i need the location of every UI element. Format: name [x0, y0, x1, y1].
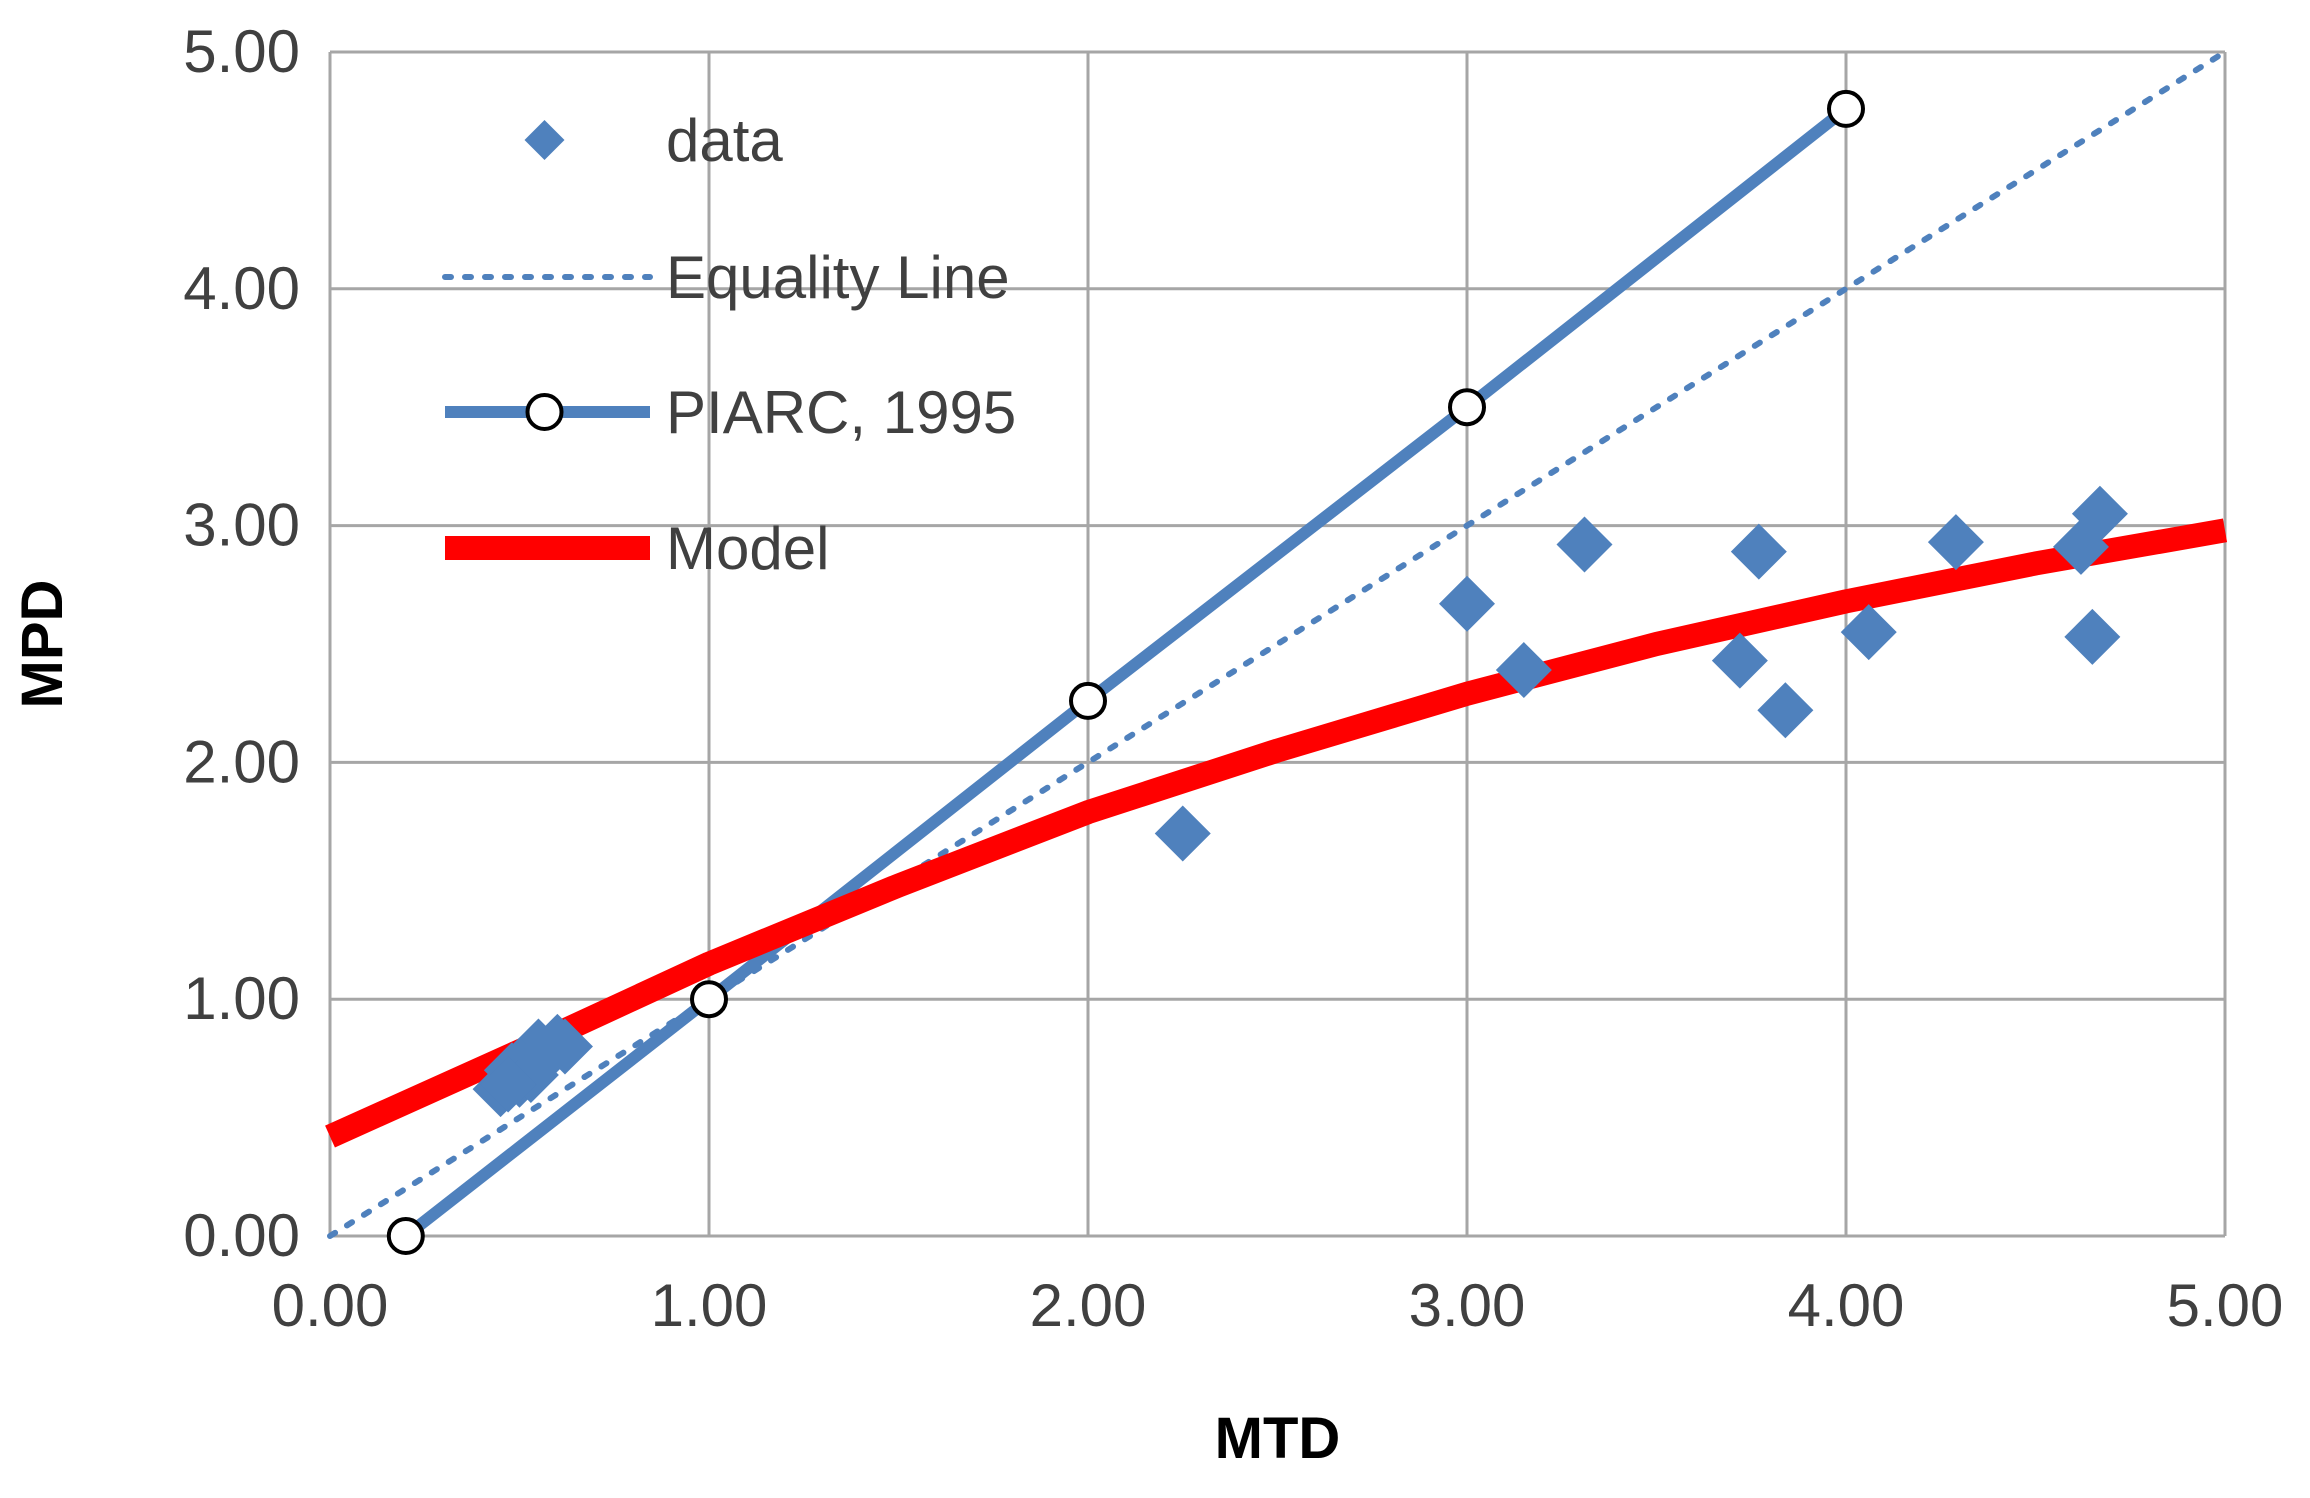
data-point [1556, 516, 1613, 573]
legend-model-label: Model [666, 515, 829, 582]
legend-data-label: data [666, 107, 783, 174]
y-tick-label: 2.00 [183, 728, 300, 795]
y-tick-label: 5.00 [183, 18, 300, 85]
legend-equality-line-label: Equality Line [666, 244, 1010, 311]
x-tick-label: 1.00 [651, 1272, 768, 1339]
x-axis-title: MTD [1215, 1406, 1341, 1471]
piarc-marker [1069, 681, 1107, 720]
data-point [536, 1018, 593, 1075]
y-axis-title: MPD [10, 580, 75, 709]
x-tick-label: 3.00 [1409, 1272, 1526, 1339]
data-point [1439, 575, 1495, 632]
y-tick-label: 4.00 [183, 255, 300, 322]
piarc-marker [386, 1217, 425, 1255]
x-tick-label: 4.00 [1788, 1272, 1905, 1339]
model-curve [325, 518, 2228, 1148]
legend-piarc-label: PIARC, 1995 [666, 379, 1016, 446]
data-point [1154, 805, 1211, 862]
piarc-1995-line [402, 104, 1850, 1241]
piarc-marker [1827, 89, 1865, 128]
y-tick-label: 0.00 [183, 1202, 300, 1269]
piarc-marker [690, 980, 728, 1019]
data-point [1840, 604, 1897, 661]
plot-area [325, 49, 2228, 1255]
legend-piarc-marker [525, 393, 564, 431]
axis-ticks: 0.00 1.00 2.00 3.00 4.00 5.00 0.00 1.00 2.00 3.00… [183, 18, 2283, 1339]
y-tick-label: 3.00 [183, 492, 300, 559]
data-point [1730, 523, 1787, 580]
x-tick-label: 2.00 [1030, 1272, 1147, 1339]
data-point [1495, 642, 1552, 699]
data-point [480, 1056, 537, 1113]
data-point [1927, 514, 1984, 571]
legend: data Equality Line PIARC, 1995 Model [442, 107, 1016, 582]
equality-line [327, 49, 2228, 1239]
x-tick-label: 0.00 [272, 1272, 389, 1339]
legend-data-marker [524, 120, 565, 160]
y-tick-label: 1.00 [183, 965, 300, 1032]
piarc-marker [1448, 388, 1486, 427]
data-point [2064, 608, 2121, 665]
x-tick-label: 5.00 [2167, 1272, 2284, 1339]
data-point [1711, 632, 1768, 689]
data-point [2071, 485, 2128, 542]
data-point [1757, 682, 1814, 739]
